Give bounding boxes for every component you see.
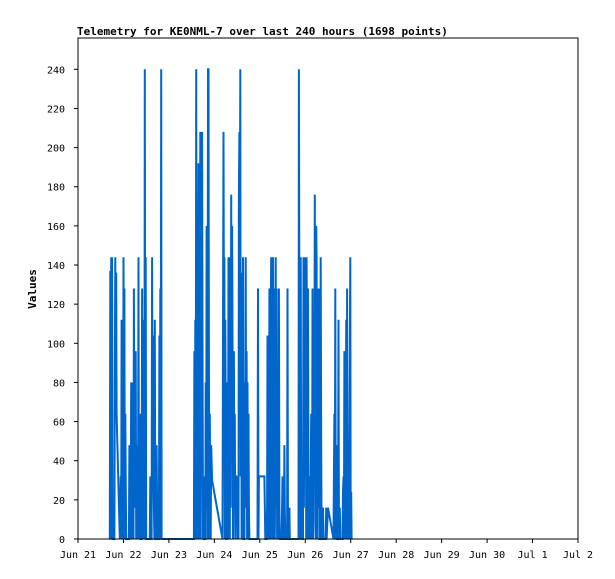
x-tick-label: Jun 22 <box>105 550 141 561</box>
x-tick-label: Jun 21 <box>60 550 96 561</box>
y-tick-label: 0 <box>59 535 65 546</box>
x-tick-label: Jun 28 <box>378 550 414 561</box>
plot-frame <box>77 37 579 540</box>
y-axis-label: Values <box>26 269 39 309</box>
y-tick-label: 180 <box>47 183 65 194</box>
x-tick-label: Jul 1 <box>517 550 547 561</box>
chart-title: Telemetry for KE0NML-7 over last 240 hou… <box>77 25 448 38</box>
y-tick-label: 160 <box>47 222 65 233</box>
y-tick-label: 120 <box>47 300 65 311</box>
x-tick-label: Jun 29 <box>424 550 460 561</box>
x-tick-label: Jun 27 <box>333 550 369 561</box>
y-tick-label: 100 <box>47 339 65 350</box>
y-tick-label: 20 <box>53 496 65 507</box>
axes: 0 20 40 60 80 100 120 140 160 180 200 220 240 Jun 21 J… <box>47 37 593 561</box>
y-tick-label: 240 <box>47 65 65 76</box>
series-line-0 <box>108 68 353 540</box>
x-tick-label: Jun 30 <box>469 550 505 561</box>
y-tick-label: 40 <box>53 457 65 468</box>
y-tick-label: 140 <box>47 261 65 272</box>
x-tick-label: Jun 26 <box>287 550 323 561</box>
plot-area <box>108 68 353 540</box>
y-tick-label: 80 <box>53 378 65 389</box>
y-tick-label: 60 <box>53 418 65 429</box>
x-tick-label: Jun 23 <box>151 550 187 561</box>
x-tick-label: Jul 2 <box>563 550 593 561</box>
x-tick-label: Jun 24 <box>196 550 232 561</box>
y-tick-label: 200 <box>47 144 65 155</box>
y-tick-label: 220 <box>47 104 65 115</box>
x-tick-label: Jun 25 <box>242 550 278 561</box>
